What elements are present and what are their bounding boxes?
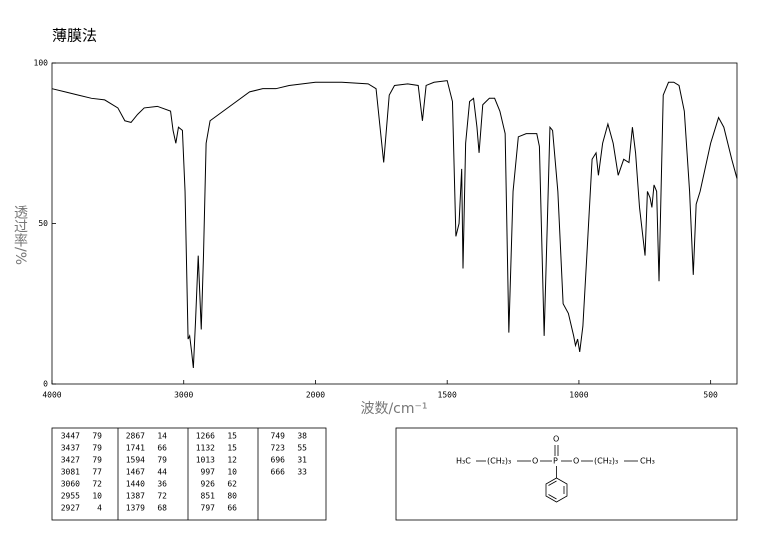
spectrum-line: [51, 80, 738, 369]
wavenumber-cell: 797: [201, 504, 216, 513]
transmittance-cell: 79: [92, 456, 102, 465]
wavenumber-cell: 1379: [126, 504, 145, 513]
y-axis-label: 透过率/%: [12, 205, 28, 265]
transmittance-cell: 36: [157, 480, 167, 489]
wavenumber-cell: 851: [201, 492, 216, 501]
transmittance-cell: 10: [92, 492, 102, 501]
wavenumber-cell: 926: [201, 480, 216, 489]
x-tick-label: 1000: [569, 391, 588, 400]
wavenumber-cell: 3081: [61, 468, 80, 477]
y-tick-label: 50: [38, 219, 48, 228]
transmittance-cell: 79: [92, 432, 102, 441]
wavenumber-cell: 2955: [61, 492, 80, 501]
wavenumber-cell: 1741: [126, 444, 145, 453]
transmittance-cell: 72: [157, 492, 167, 501]
transmittance-cell: 80: [227, 492, 237, 501]
wavenumber-cell: 723: [271, 444, 286, 453]
chem-label: CH₃: [640, 457, 655, 466]
transmittance-cell: 72: [92, 480, 102, 489]
wavenumber-cell: 1594: [126, 456, 145, 465]
transmittance-cell: 15: [227, 444, 237, 453]
chem-label: (CH₂)₃: [594, 457, 618, 466]
transmittance-cell: 66: [227, 504, 237, 513]
transmittance-cell: 14: [157, 432, 167, 441]
transmittance-cell: 44: [157, 468, 167, 477]
wavenumber-cell: 1132: [196, 444, 215, 453]
x-tick-label: 4000: [42, 391, 61, 400]
x-tick-label: 2000: [306, 391, 325, 400]
transmittance-cell: 62: [227, 480, 237, 489]
wavenumber-cell: 2927: [61, 504, 80, 513]
wavenumber-cell: 1467: [126, 468, 145, 477]
chem-label: O: [573, 457, 579, 466]
wavenumber-cell: 1013: [196, 456, 215, 465]
wavenumber-cell: 1266: [196, 432, 215, 441]
y-tick-label: 0: [43, 380, 48, 389]
wavenumber-cell: 1440: [126, 480, 145, 489]
benzene-ring: [545, 477, 568, 503]
transmittance-cell: 15: [227, 432, 237, 441]
chem-label: P: [553, 457, 558, 466]
wavenumber-cell: 696: [271, 456, 286, 465]
transmittance-cell: 12: [227, 456, 237, 465]
chem-label: O: [532, 457, 538, 466]
ring-bond: [548, 494, 557, 500]
transmittance-cell: 10: [227, 468, 237, 477]
wavenumber-cell: 2867: [126, 432, 145, 441]
wavenumber-cell: 3437: [61, 444, 80, 453]
chem-label: H₃C: [456, 457, 471, 466]
chart-title: 薄膜法: [52, 27, 97, 45]
x-tick-label: 3000: [174, 391, 193, 400]
x-axis-label: 波数/cm⁻¹: [360, 401, 427, 417]
wavenumber-cell: 1387: [126, 492, 145, 501]
wavenumber-cell: 3447: [61, 432, 80, 441]
transmittance-cell: 38: [297, 432, 307, 441]
transmittance-cell: 66: [157, 444, 167, 453]
transmittance-cell: 77: [92, 468, 102, 477]
transmittance-cell: 4: [97, 504, 102, 513]
transmittance-cell: 79: [92, 444, 102, 453]
structure-frame: [395, 427, 738, 521]
transmittance-cell: 31: [297, 456, 307, 465]
chem-label: O: [553, 435, 559, 444]
wavenumber-cell: 666: [271, 468, 286, 477]
wavenumber-cell: 997: [201, 468, 216, 477]
ring-bond: [548, 480, 557, 486]
wavenumber-cell: 3060: [61, 480, 80, 489]
transmittance-cell: 79: [157, 456, 167, 465]
wavenumber-cell: 3427: [61, 456, 80, 465]
chem-label: (CH₂)₃: [487, 457, 511, 466]
wavenumber-cell: 749: [271, 432, 286, 441]
transmittance-cell: 68: [157, 504, 167, 513]
transmittance-cell: 55: [297, 444, 307, 453]
x-tick-label: 1500: [438, 391, 457, 400]
peak-table-frame: [51, 427, 327, 521]
x-tick-label: 500: [703, 391, 718, 400]
structure: [476, 445, 638, 503]
plot-frame: [51, 62, 738, 385]
transmittance-cell: 33: [297, 468, 307, 477]
y-tick-label: 100: [34, 59, 49, 68]
